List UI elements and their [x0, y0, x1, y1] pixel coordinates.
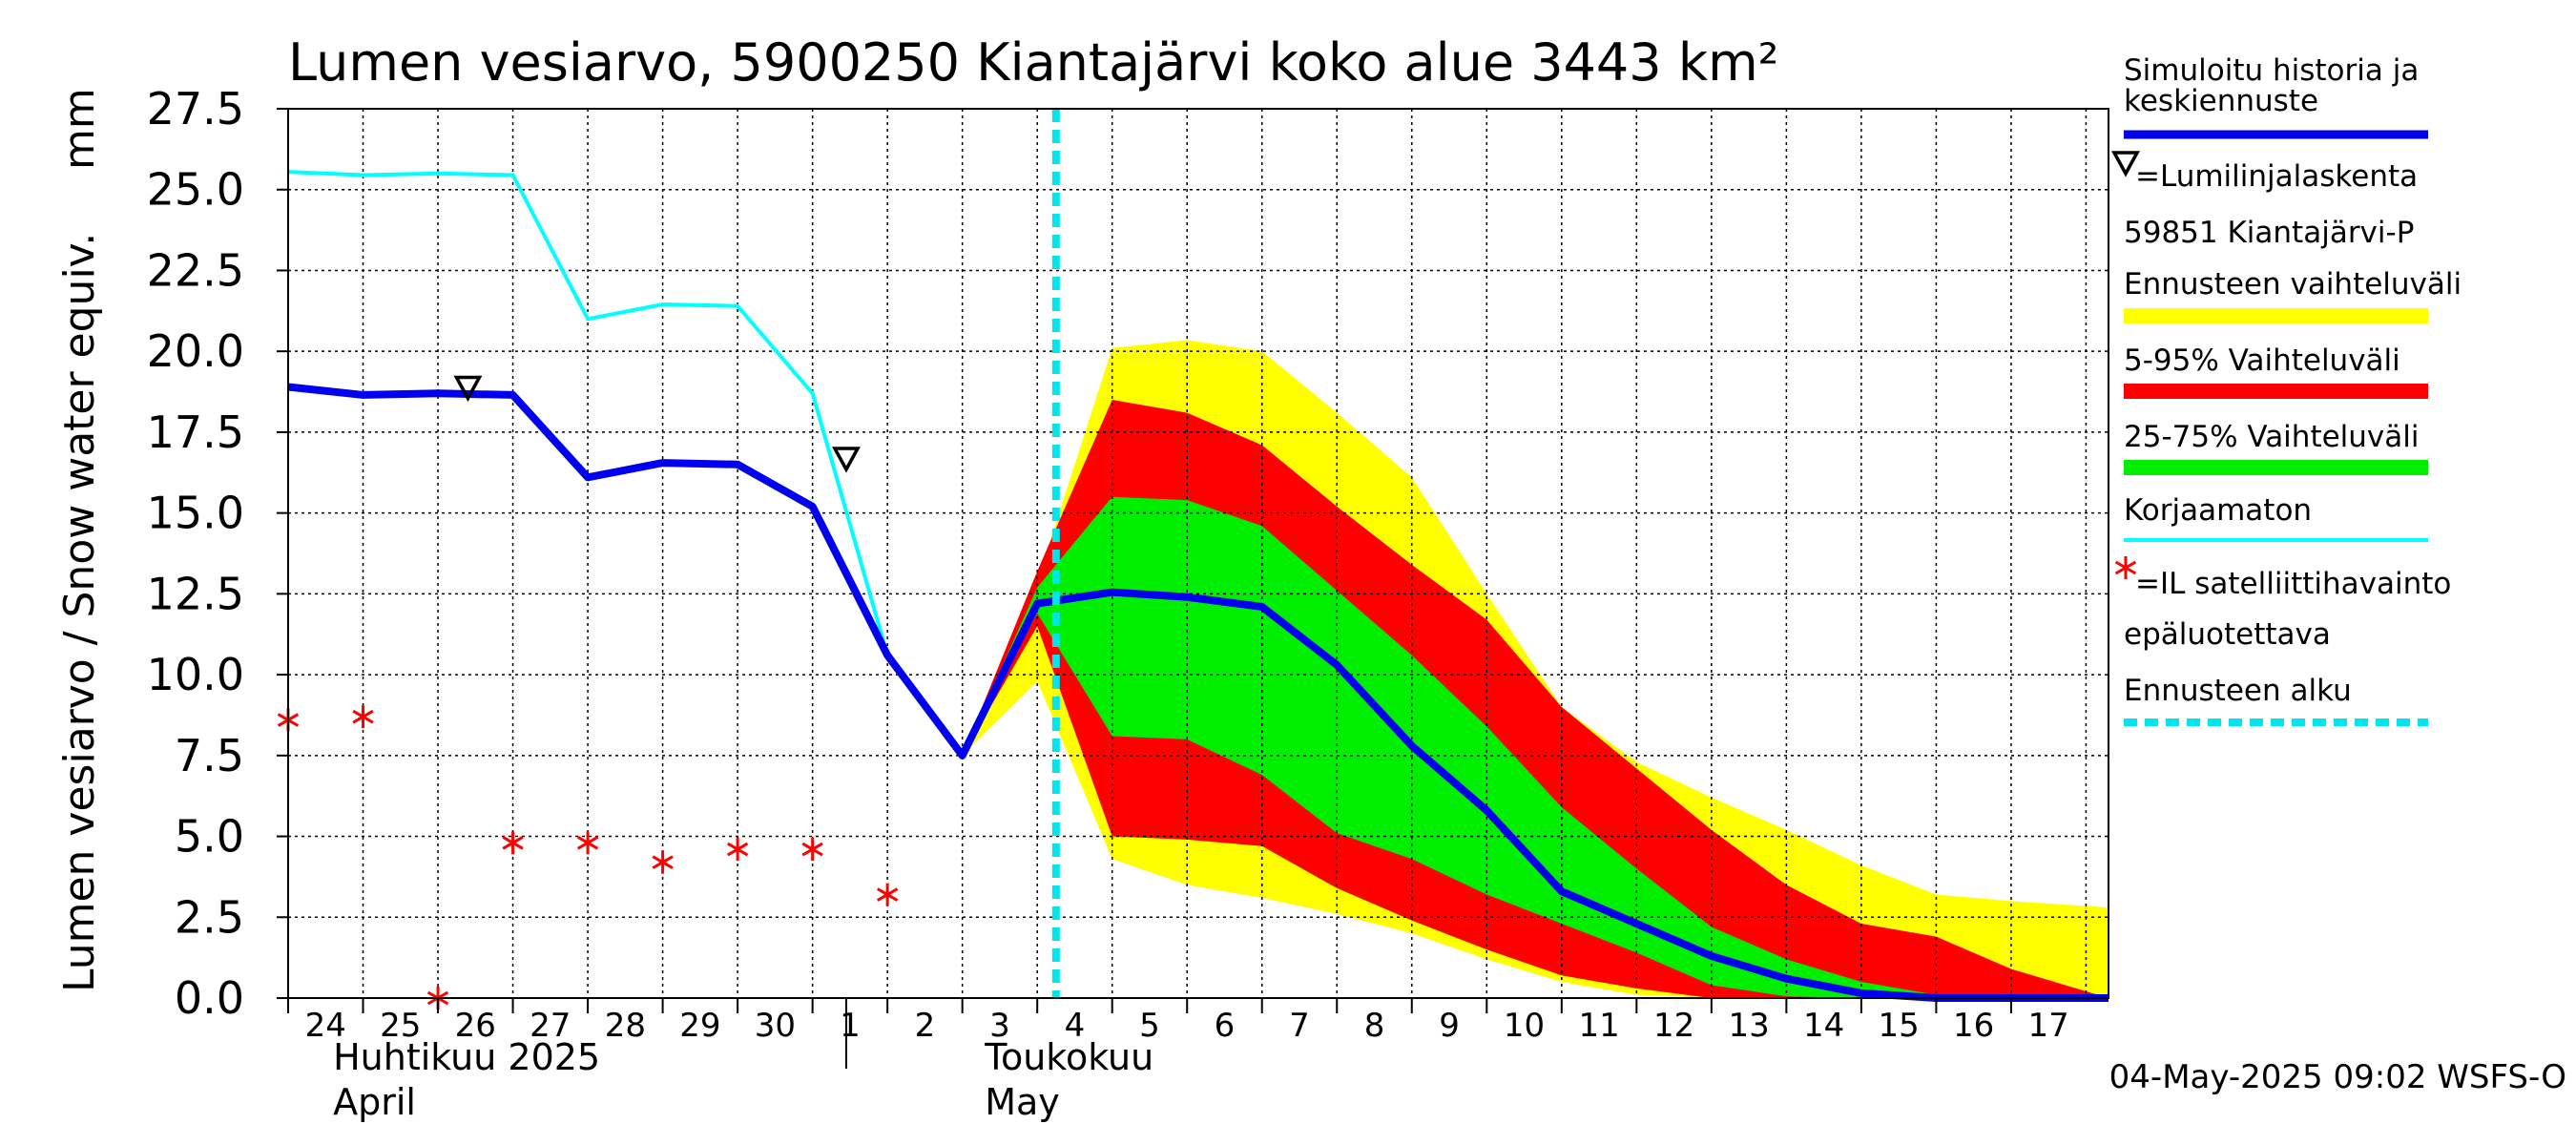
- y-tick-label: 15.0: [147, 488, 244, 539]
- x-tick-label: 13: [1728, 1007, 1769, 1045]
- x-tick-label: 15: [1879, 1007, 1920, 1045]
- month-label: Toukokuu: [984, 1036, 1153, 1078]
- grid: [288, 109, 2109, 998]
- x-tick-label: 26: [455, 1007, 496, 1045]
- x-tick-label: 14: [1803, 1007, 1844, 1045]
- star-stroke: [801, 842, 823, 857]
- satellite-marker: [877, 883, 899, 906]
- legend-label: 59851 Kiantajärvi-P: [2124, 216, 2414, 250]
- satellite-marker: [726, 838, 749, 862]
- y-tick-label: 7.5: [175, 730, 244, 781]
- y-tick-label: 5.0: [175, 811, 244, 863]
- month-label-en: May: [985, 1081, 1060, 1123]
- plot-frame: [287, 108, 2109, 999]
- satellite-marker: [352, 705, 374, 729]
- y-axis: 0.0 2.5 5.0 7.5 10.0 12.5 15.0 17.5 20.0 22.5 25.0…: [147, 83, 288, 1024]
- legend-label: Ennusteen alku: [2124, 674, 2352, 708]
- y-tick-label: 2.5: [175, 891, 244, 943]
- star-stroke: [502, 836, 524, 850]
- x-tick-label: 12: [1653, 1007, 1694, 1045]
- x-tick-label: 1: [840, 1007, 861, 1045]
- legend-label: 25-75% Vaihteluväli: [2124, 420, 2420, 454]
- x-tick-label: 6: [1215, 1007, 1236, 1045]
- star-stroke: [2114, 560, 2137, 575]
- x-tick-label: 10: [1504, 1007, 1545, 1045]
- footer-timestamp: 04-May-2025 09:02 WSFS-O: [2109, 1058, 2566, 1096]
- y-tick-label: 12.5: [147, 568, 244, 619]
- x-tick-label: 16: [1953, 1007, 1994, 1045]
- month-label: Huhtikuu 2025: [333, 1036, 600, 1078]
- satellite-marker: [2114, 556, 2137, 579]
- series-main: [287, 383, 2109, 1002]
- x-tick-label: 9: [1439, 1007, 1460, 1045]
- legend-label: =Lumilinjalaskenta: [2135, 159, 2418, 194]
- forecast-bands: [962, 340, 2109, 998]
- legend-triangle-icon: [2111, 151, 2140, 177]
- y-tick-label: 10.0: [147, 649, 244, 700]
- legend-label: Ennusteen vaihteluväli: [2124, 267, 2462, 302]
- snowline-marker: [832, 447, 861, 473]
- star-stroke: [652, 855, 674, 869]
- y-tick-label: 20.0: [147, 325, 244, 377]
- x-tick-label: 29: [679, 1007, 720, 1045]
- legend-label: Korjaamaton: [2124, 493, 2312, 528]
- x-tick-label: 8: [1364, 1007, 1385, 1045]
- satellite-marker: [801, 838, 823, 862]
- x-axis: 24 25 26 27 28 29 30 1 2 3 4 5 6 7 8 9 10 11 12 13 14 15 16 17H…: [287, 998, 2069, 1123]
- x-tick-label: 3: [989, 1007, 1010, 1045]
- markers: [277, 375, 899, 1010]
- y-tick-label: 27.5: [147, 83, 244, 135]
- star-stroke: [352, 709, 374, 724]
- y-tick-label: 17.5: [147, 406, 244, 458]
- legend-label: epäluotettava: [2124, 617, 2331, 652]
- y-tick-label: 0.0: [175, 972, 244, 1024]
- legend-label: Simuloitu historia ja: [2124, 53, 2419, 88]
- star-stroke: [726, 842, 749, 857]
- legend-label: =IL satelliittihavainto: [2135, 567, 2451, 601]
- month-label-en: April: [333, 1081, 416, 1123]
- y-axis-unit: mm: [55, 88, 104, 170]
- x-tick-label: 28: [605, 1007, 646, 1045]
- x-tick-label: 17: [2028, 1007, 2069, 1045]
- snowline-marker: [453, 375, 483, 403]
- x-tick-label: 27: [530, 1007, 571, 1045]
- x-tick-label: 30: [755, 1007, 796, 1045]
- legend-label: 5-95% Vaihteluväli: [2124, 344, 2400, 378]
- x-tick-label: 25: [380, 1007, 421, 1045]
- x-tick-label: 24: [305, 1007, 346, 1045]
- satellite-marker: [502, 831, 524, 855]
- legend-label: keskiennuste: [2124, 84, 2318, 118]
- x-tick-label: 2: [915, 1007, 936, 1045]
- x-tick-label: 11: [1578, 1007, 1619, 1045]
- y-tick-label: 25.0: [147, 164, 244, 216]
- star-stroke: [576, 836, 599, 850]
- x-tick-label: 4: [1065, 1007, 1086, 1045]
- data-series: [287, 109, 2109, 1002]
- satellite-marker: [652, 850, 674, 874]
- x-tick-label: 7: [1289, 1007, 1310, 1045]
- band-2: [962, 496, 2109, 998]
- satellite-marker: [576, 831, 599, 855]
- star-stroke: [877, 887, 899, 902]
- chart-title: Lumen vesiarvo, 5900250 Kiantajärvi koko…: [288, 32, 1778, 93]
- y-tick-label: 22.5: [147, 244, 244, 296]
- y-axis-label: Lumen vesiarvo / Snow water equiv.: [55, 233, 104, 992]
- x-tick-label: 5: [1139, 1007, 1160, 1045]
- series-korjaamaton: [287, 170, 965, 758]
